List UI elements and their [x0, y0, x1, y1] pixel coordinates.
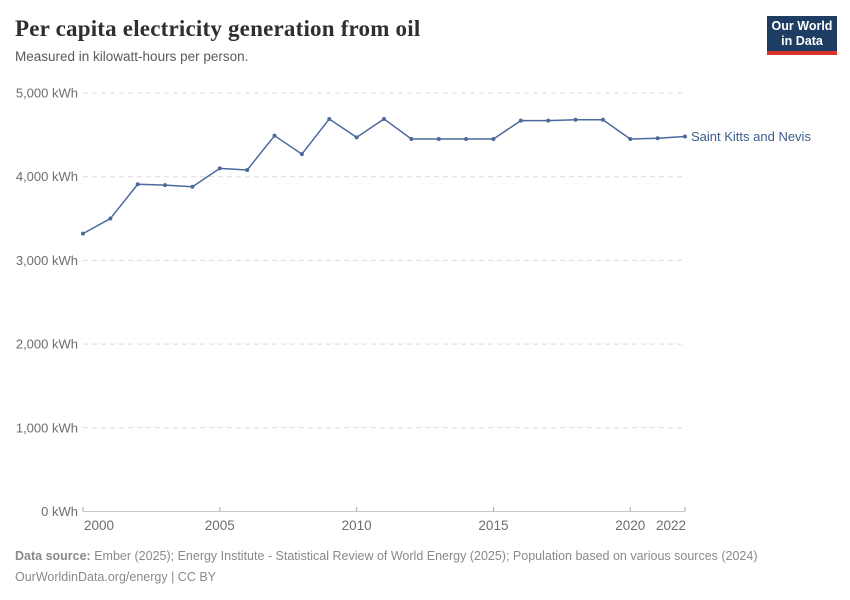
data-point	[354, 135, 359, 140]
data-point	[409, 137, 414, 142]
license-line: OurWorldinData.org/energy | CC BY	[15, 570, 217, 584]
data-point	[491, 137, 496, 142]
data-point	[135, 182, 140, 187]
y-tick-label: 4,000 kWh	[16, 169, 78, 184]
y-tick-label: 2,000 kWh	[16, 337, 78, 352]
x-tick-label: 2005	[205, 518, 235, 533]
data-point	[108, 216, 113, 221]
data-point	[518, 118, 523, 123]
data-points	[81, 116, 687, 236]
y-axis-labels: 0 kWh 1,000 kWh 2,000 kWh 3,000 kWh 4,000 kW…	[16, 86, 78, 520]
x-tick-label: 2000	[84, 518, 114, 533]
data-point	[299, 152, 304, 157]
data-point	[163, 183, 168, 188]
x-axis: 2000 2005 2010 2015 2020 2022	[82, 507, 686, 533]
data-point	[464, 137, 469, 142]
owid-logo: Our World in Data	[767, 16, 837, 55]
data-point	[81, 231, 85, 236]
chart-footer: Data source: Ember (2025); Energy Instit…	[15, 546, 835, 588]
data-point	[655, 136, 660, 141]
data-point	[683, 134, 687, 139]
y-gridlines	[83, 92, 685, 512]
owid-logo-line1: Our World	[771, 19, 833, 33]
x-tick-label: 2015	[478, 518, 508, 533]
y-tick-label: 1,000 kWh	[16, 420, 78, 435]
data-point	[382, 116, 386, 121]
data-source-text: Ember (2025); Energy Institute - Statist…	[90, 549, 758, 563]
data-point	[217, 166, 222, 171]
data-point	[600, 117, 605, 122]
y-tick-label: 3,000 kWh	[16, 253, 78, 268]
data-point	[245, 168, 250, 173]
data-point	[573, 117, 578, 122]
chart-title: Per capita electricity generation from o…	[15, 16, 421, 41]
x-tick-label: 2010	[342, 518, 372, 533]
chart-subtitle: Measured in kilowatt-hours per person.	[15, 49, 249, 64]
data-point	[628, 137, 633, 142]
x-tick-label: 2020	[615, 518, 645, 533]
data-point	[190, 184, 195, 189]
data-point	[436, 137, 441, 142]
y-tick-label: 5,000 kWh	[16, 86, 78, 101]
y-tick-label: 0 kWh	[41, 504, 78, 519]
data-point	[272, 133, 277, 138]
data-point	[546, 118, 551, 123]
x-tick-label: 2022	[656, 518, 686, 533]
data-source-label: Data source:	[15, 549, 91, 563]
chart-header: Per capita electricity generation from o…	[15, 16, 835, 64]
series-label-saint-kitts-and-nevis: Saint Kitts and Nevis	[691, 128, 811, 144]
owid-logo-line2: in Data	[781, 34, 823, 48]
data-point	[327, 116, 332, 121]
data-source-line: Data source: Ember (2025); Energy Instit…	[15, 546, 835, 567]
